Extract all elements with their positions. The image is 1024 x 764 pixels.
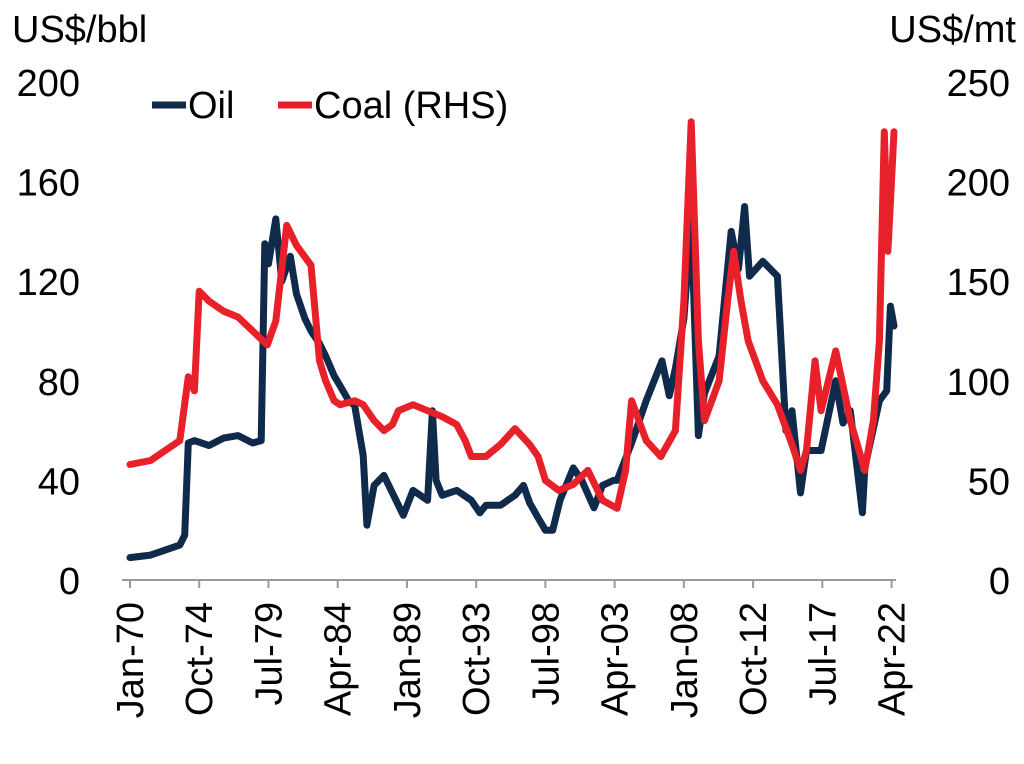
y-left-tick-label: 80 <box>38 362 80 404</box>
legend-label-oil: Oil <box>188 85 234 127</box>
y-right-tick-label: 50 <box>968 461 1010 503</box>
y-left-tick-label: 200 <box>17 63 80 105</box>
y-left-tick-label: 40 <box>38 461 80 503</box>
series-line-coal <box>126 118 898 512</box>
series-line-oil <box>126 203 898 562</box>
x-tick-label: Jul-17 <box>802 602 844 706</box>
x-tick-label: Apr-84 <box>318 602 360 716</box>
y-right-tick-label: 0 <box>989 561 1010 603</box>
legend: Oil Coal (RHS) <box>152 85 508 127</box>
x-tick-label: Jul-98 <box>525 602 567 706</box>
x-tick-label: Apr-03 <box>595 602 637 716</box>
x-tick-label: Oct-74 <box>179 602 221 716</box>
y-right-tick-label: 150 <box>947 262 1010 304</box>
y-left-tick-label: 0 <box>59 561 80 603</box>
x-tick-label: Jul-79 <box>248 602 290 706</box>
x-tick-label: Apr-22 <box>872 602 914 716</box>
y-right-tick-label: 100 <box>947 362 1010 404</box>
x-axis-ticks: Jan-70 Oct-74 Jul-79 Apr-84 Jan-89 Oct-93 Jul-… <box>110 580 914 718</box>
x-tick-label: Jan-08 <box>664 602 706 718</box>
y-right-tick-label: 200 <box>947 163 1010 205</box>
x-tick-label: Jan-89 <box>387 602 429 718</box>
legend-label-coal: Coal (RHS) <box>314 85 508 127</box>
y-axis-left-title: US$/bbl <box>12 9 147 51</box>
x-tick-label: Oct-12 <box>733 602 775 716</box>
y-axis-right-ticks: 0 50 100 150 200 250 <box>947 63 1010 603</box>
y-axis-right-title: US$/mt <box>889 9 1016 51</box>
series-layer <box>126 118 898 562</box>
y-axis-left-ticks: 0 40 80 120 160 200 <box>17 63 80 603</box>
y-right-tick-label: 250 <box>947 63 1010 105</box>
y-left-tick-label: 120 <box>17 262 80 304</box>
x-tick-label: Oct-93 <box>456 602 498 716</box>
x-tick-label: Jan-70 <box>110 602 152 718</box>
y-left-tick-label: 160 <box>17 163 80 205</box>
